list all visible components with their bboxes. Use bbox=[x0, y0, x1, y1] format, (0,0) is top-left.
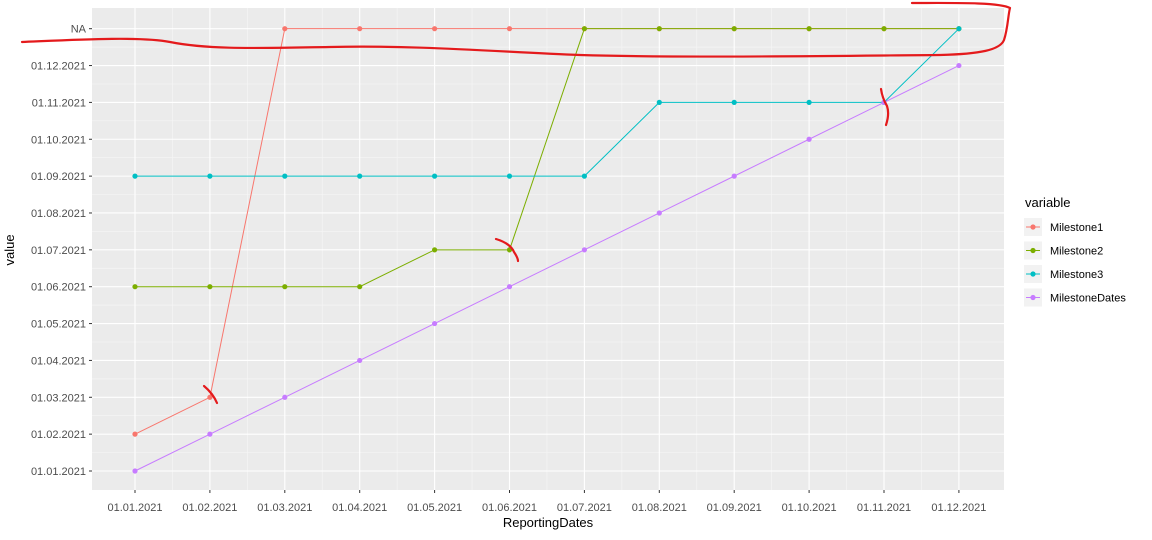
data-point-milestone2 bbox=[581, 26, 588, 32]
data-point-milestone2 bbox=[656, 26, 662, 32]
data-point-milestone2 bbox=[132, 284, 138, 290]
data-point-milestone3 bbox=[282, 173, 288, 179]
y-tick-label: 01.03.2021 bbox=[31, 392, 86, 404]
data-point-milestone1 bbox=[282, 26, 288, 32]
series-group bbox=[132, 26, 962, 474]
data-point-milestonedates bbox=[581, 247, 588, 253]
x-axis-ticks: 01.01.2021 01.02.2021 01.03.2021 01.04.2021… bbox=[107, 490, 986, 514]
data-point-milestonedates bbox=[731, 173, 737, 179]
y-tick-label: 01.04.2021 bbox=[31, 355, 86, 367]
y-tick-label: 01.05.2021 bbox=[31, 319, 86, 331]
data-point-milestone3 bbox=[506, 173, 513, 179]
legend-title: variable bbox=[1025, 195, 1071, 210]
data-point-milestonedates bbox=[207, 431, 213, 437]
legend-key-point-milestonedates bbox=[1030, 294, 1036, 301]
x-tick-label: 01.05.2021 bbox=[407, 502, 462, 514]
series-line-milestone2 bbox=[135, 28, 959, 288]
data-point-milestone2 bbox=[357, 284, 363, 290]
data-point-milestone3 bbox=[132, 173, 138, 179]
y-tick-label: 01.06.2021 bbox=[31, 282, 86, 294]
legend-label-milestonedates: MilestoneDates bbox=[1050, 293, 1126, 305]
data-point-milestone1 bbox=[207, 394, 213, 400]
data-point-milestone3 bbox=[581, 173, 588, 179]
annotation-na-line bbox=[20, 1, 1012, 58]
data-point-milestone2 bbox=[731, 26, 737, 32]
data-point-milestonedates bbox=[506, 284, 513, 290]
data-point-milestone3 bbox=[207, 173, 213, 179]
data-point-milestonedates bbox=[806, 136, 812, 142]
x-tick-label: 01.01.2021 bbox=[107, 502, 162, 514]
annotation-tick-feb bbox=[202, 384, 219, 405]
hand-drawn-annotations bbox=[20, 1, 1012, 405]
x-tick-label: 01.10.2021 bbox=[782, 502, 837, 514]
y-tick-label: 01.08.2021 bbox=[31, 208, 86, 220]
data-point-milestone1 bbox=[132, 431, 138, 437]
y-tick-label: NA bbox=[71, 24, 87, 36]
data-point-milestone1 bbox=[432, 26, 438, 32]
data-point-milestone2 bbox=[207, 284, 213, 290]
y-tick-label: 01.11.2021 bbox=[32, 97, 86, 109]
x-tick-label: 01.12.2021 bbox=[931, 502, 986, 514]
data-point-milestonedates bbox=[357, 357, 363, 364]
y-tick-label: 01.01.2021 bbox=[31, 466, 86, 478]
x-tick-label: 01.11.2021 bbox=[857, 502, 911, 514]
y-tick-label: 01.12.2021 bbox=[31, 61, 86, 73]
legend-label-milestone3: Milestone3 bbox=[1050, 269, 1103, 281]
data-point-milestonedates bbox=[432, 320, 438, 327]
x-tick-label: 01.07.2021 bbox=[557, 502, 612, 514]
series-line-milestonedates bbox=[134, 65, 960, 472]
data-point-milestone2 bbox=[806, 26, 812, 32]
x-axis-title: ReportingDates bbox=[503, 515, 594, 530]
data-point-milestone3 bbox=[956, 26, 962, 32]
data-point-milestone3 bbox=[806, 99, 812, 105]
y-axis-ticks: 01.01.2021 01.02.2021 01.03.2021 01.04.2021… bbox=[31, 24, 92, 478]
data-point-milestonedates bbox=[956, 62, 962, 69]
y-axis-title: value bbox=[2, 234, 17, 265]
annotation-tick-nov bbox=[879, 87, 890, 127]
legend-key-point-milestone2 bbox=[1030, 247, 1036, 254]
x-tick-label: 01.03.2021 bbox=[257, 502, 312, 514]
x-tick-label: 01.04.2021 bbox=[332, 502, 387, 514]
plot-panel bbox=[92, 8, 1004, 490]
x-tick-label: 01.02.2021 bbox=[182, 502, 237, 514]
data-point-milestone3 bbox=[656, 99, 662, 105]
annotation-tick-jun bbox=[494, 237, 520, 263]
legend: variable Milestone1 Milestone2 Milestone3 M… bbox=[1024, 195, 1126, 307]
data-point-milestone1 bbox=[357, 26, 363, 32]
data-point-milestone2 bbox=[881, 26, 887, 32]
x-tick-label: 01.08.2021 bbox=[632, 502, 687, 514]
legend-key-point-milestone1 bbox=[1030, 224, 1036, 230]
y-tick-label: 01.02.2021 bbox=[31, 429, 86, 441]
y-tick-label: 01.07.2021 bbox=[31, 245, 86, 257]
series-line-milestone3 bbox=[135, 28, 960, 177]
data-point-milestone2 bbox=[432, 247, 438, 253]
legend-label-milestone2: Milestone2 bbox=[1050, 246, 1103, 258]
legend-key-point-milestone3 bbox=[1030, 271, 1036, 277]
data-point-milestonedates bbox=[282, 394, 288, 400]
data-point-milestone3 bbox=[731, 99, 737, 105]
x-tick-label: 01.09.2021 bbox=[707, 502, 762, 514]
x-tick-label: 01.06.2021 bbox=[482, 502, 537, 514]
data-point-milestone1 bbox=[506, 26, 513, 32]
legend-label-milestone1: Milestone1 bbox=[1050, 222, 1103, 234]
data-point-milestone3 bbox=[432, 173, 438, 179]
data-point-milestonedates bbox=[132, 468, 138, 474]
data-point-milestone3 bbox=[357, 173, 363, 179]
data-point-milestone2 bbox=[282, 284, 288, 290]
data-point-milestonedates bbox=[656, 210, 662, 216]
y-tick-label: 01.09.2021 bbox=[31, 171, 86, 183]
y-tick-label: 01.10.2021 bbox=[31, 134, 86, 146]
